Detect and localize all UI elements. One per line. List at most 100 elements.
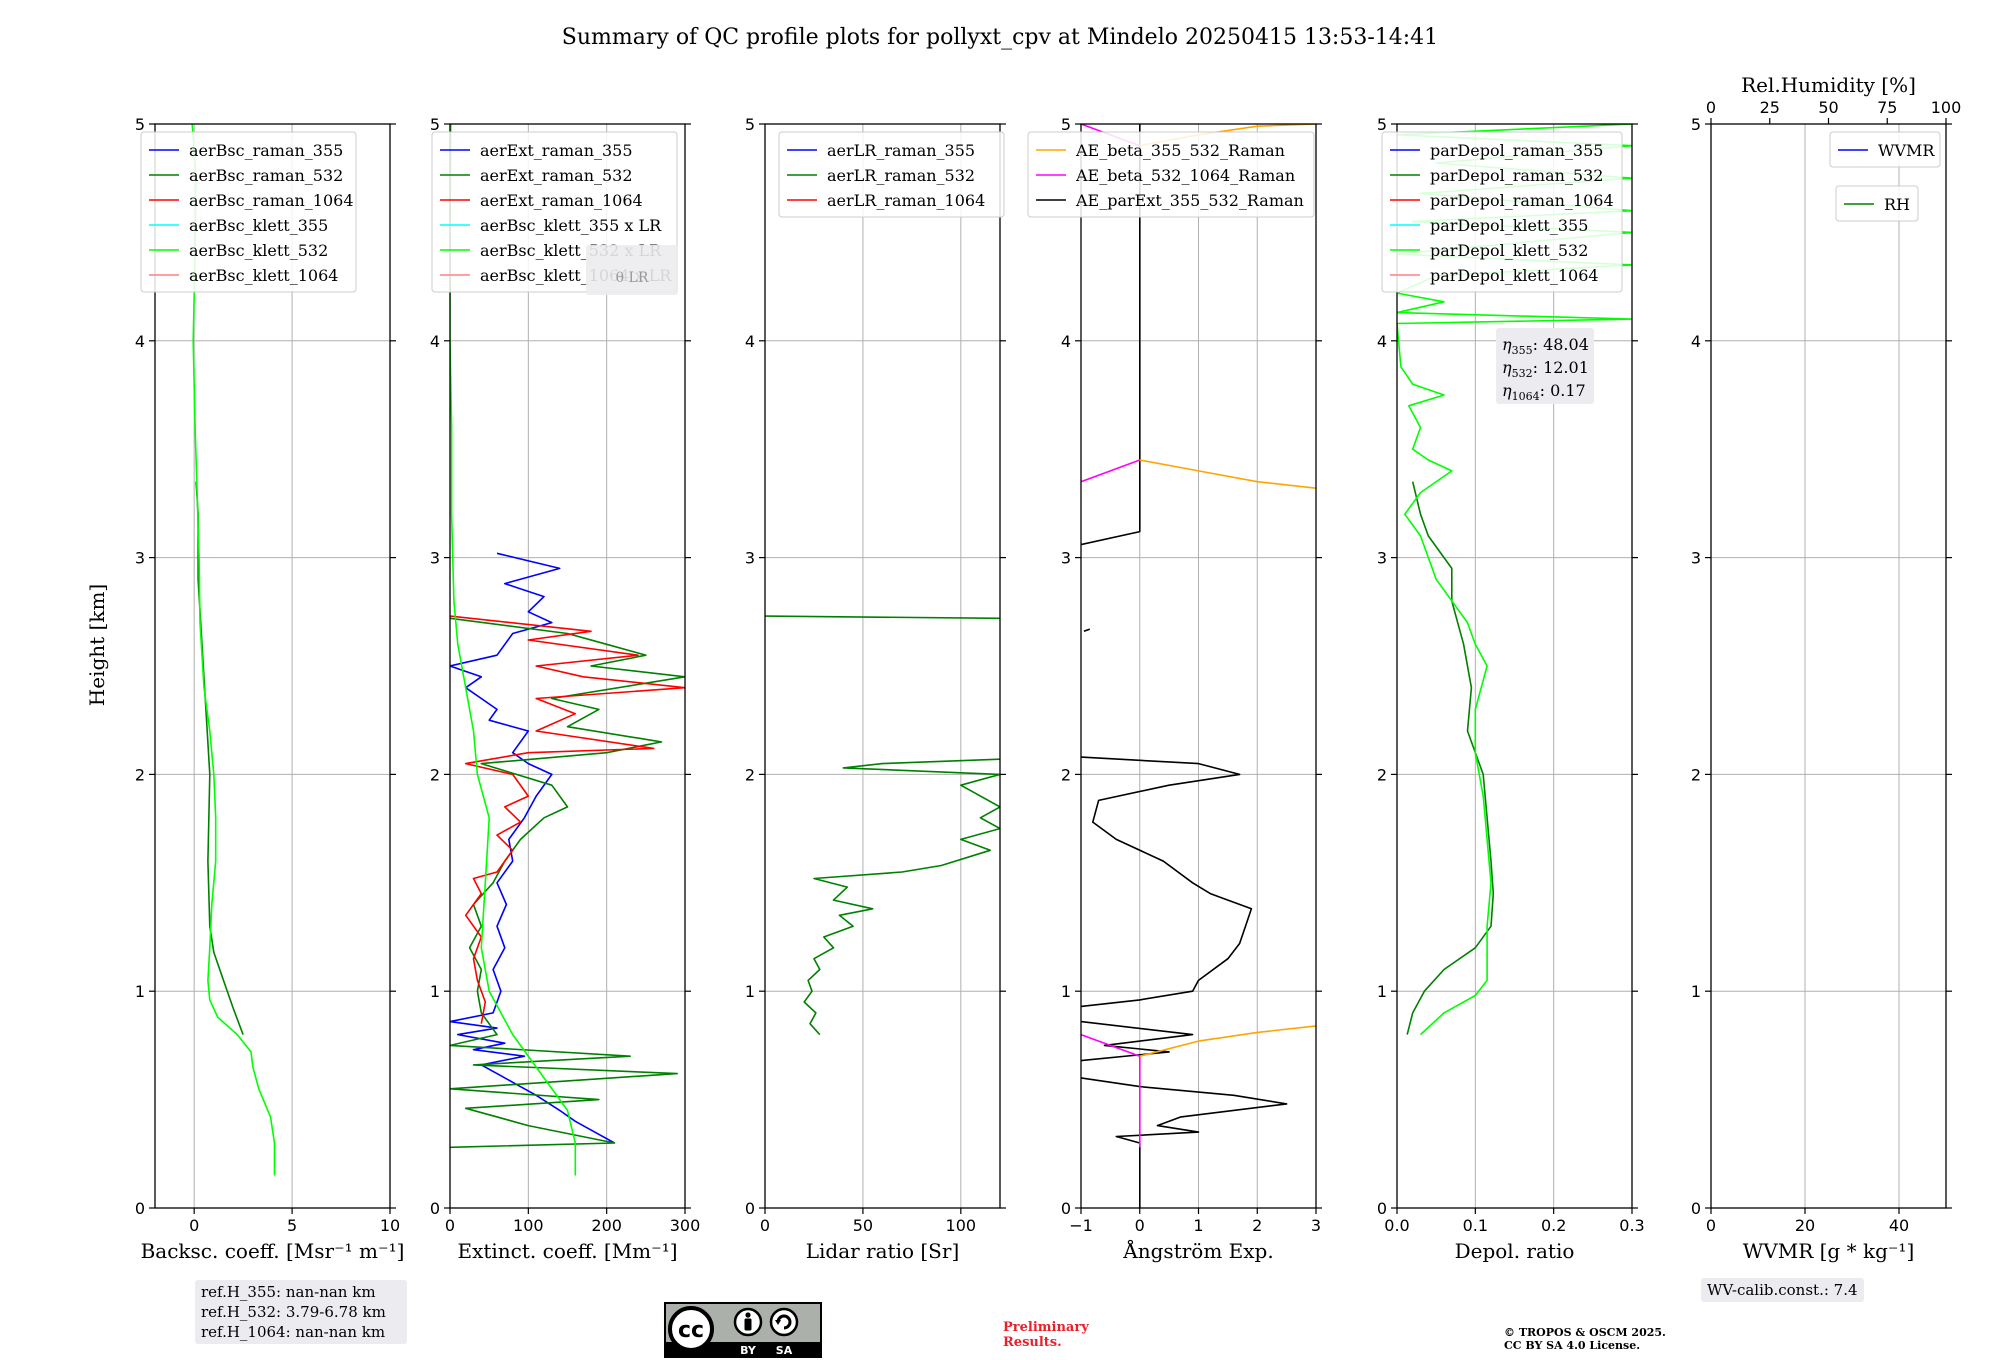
series-line-AE_parExt_355_532_Raman_b bbox=[1081, 1020, 1194, 1062]
y-axis-label: Height [km] bbox=[85, 584, 109, 706]
y-tick-label: 0 bbox=[745, 1199, 755, 1218]
x-axis-label: Backsc. coeff. [Msr⁻¹ m⁻¹] bbox=[141, 1239, 405, 1263]
x-tick-label: 0 bbox=[1135, 1216, 1145, 1235]
series-line-AE_beta_532_1064_Raman_b bbox=[1081, 459, 1141, 483]
license-by-label: BY bbox=[740, 1344, 757, 1357]
x-axis-label: Extinct. coeff. [Mm⁻¹] bbox=[457, 1239, 677, 1263]
y-tick-label: 4 bbox=[1377, 332, 1387, 351]
wv-calibration-constant: WV-calib.const.: 7.4 bbox=[1707, 1281, 1858, 1299]
y-tick-label: 3 bbox=[430, 549, 440, 568]
y-tick-label: 3 bbox=[1691, 549, 1701, 568]
panel-depol: 0.0 0.1 0.2 0.3 0 1 2 3 4 5 Depol. ratio parDepol_r… bbox=[1377, 115, 1645, 1263]
eta-1064: η1064: 0.17 bbox=[1502, 381, 1586, 403]
y-tick-label: 0 bbox=[430, 1199, 440, 1218]
legend-label: aerBsc_raman_1064 bbox=[189, 191, 354, 210]
copyright-note: © TROPOS & OSCM 2025. CC BY SA 4.0 Licen… bbox=[1504, 1326, 1744, 1352]
y-tick-label: 0 bbox=[1691, 1199, 1701, 1218]
series-line-aerExt_raman_1064 bbox=[450, 615, 685, 1024]
y-tick-label: 0 bbox=[1377, 1199, 1387, 1218]
hidden-annotation: θ LR bbox=[616, 270, 649, 286]
y-tick-label: 1 bbox=[135, 982, 145, 1001]
legend-label: aerBsc_raman_532 bbox=[189, 166, 343, 185]
series-line-AE_parExt_355_532_Raman_c bbox=[1081, 756, 1253, 1008]
y-tick-label: 5 bbox=[1061, 115, 1071, 134]
wv-calibration-box: WV-calib.const.: 7.4 bbox=[1701, 1278, 1864, 1302]
x-tick-label: 40 bbox=[1889, 1216, 1909, 1235]
legend-label: parDepol_klett_1064 bbox=[1430, 266, 1599, 285]
legend-label: aerExt_raman_1064 bbox=[480, 191, 643, 210]
ref-height-1064: ref.H_1064: nan-nan km bbox=[201, 1323, 386, 1341]
share-alike-icon bbox=[769, 1307, 799, 1337]
panel-ext: 0 100 200 300 0 1 2 3 4 5 Extinct. coeff. [Mm⁻¹] ae… bbox=[430, 115, 700, 1263]
legend: aerLR_raman_355 aerLR_raman_532 aerLR_rama… bbox=[778, 131, 1005, 218]
y-tick-label: 1 bbox=[1691, 982, 1701, 1001]
series-line-AE_beta_355_532_Raman_b bbox=[1139, 459, 1316, 489]
y-tick-label: 2 bbox=[745, 765, 755, 784]
y-tick-label: 3 bbox=[135, 549, 145, 568]
x-tick-label: 0 bbox=[760, 1216, 770, 1235]
series-line-aerExt_raman_355 bbox=[450, 552, 615, 1144]
y-tick-label: 5 bbox=[135, 115, 145, 134]
y-tick-label: 4 bbox=[135, 332, 145, 351]
x-tick-label: 10 bbox=[380, 1216, 400, 1235]
axes-frame bbox=[449, 123, 686, 1209]
series-line-AE_parExt_355_532_Raman_d bbox=[1081, 124, 1141, 546]
series-line-AE_parExt_355_532_Raman_e bbox=[1083, 628, 1091, 633]
y-tick-label: 1 bbox=[1377, 982, 1387, 1001]
legend-label: aerBsc_klett_355 x LR bbox=[480, 216, 662, 235]
legend-label: RH bbox=[1884, 195, 1910, 214]
legend: WVMR bbox=[1829, 131, 1941, 168]
y-tick-label: 2 bbox=[1377, 765, 1387, 784]
legend-label: aerExt_raman_355 bbox=[480, 141, 633, 160]
ref-height-355: ref.H_355: nan-nan km bbox=[201, 1283, 376, 1301]
axes-frame bbox=[1710, 123, 1947, 1209]
series-line-aerBsc_raman_532 bbox=[195, 481, 244, 1035]
axes-frame bbox=[764, 123, 1001, 1209]
x-axis-label: Ångström Exp. bbox=[1122, 1238, 1273, 1263]
legend-label: aerBsc_klett_1064 bbox=[189, 266, 338, 285]
x-tick-label: −1 bbox=[1069, 1216, 1093, 1235]
figure-title: Summary of QC profile plots for pollyxt_… bbox=[562, 25, 1438, 50]
y-tick-label: 2 bbox=[1691, 765, 1701, 784]
top-tick-label: 75 bbox=[1877, 98, 1897, 117]
y-tick-label: 0 bbox=[135, 1199, 145, 1218]
x-tick-label: 200 bbox=[591, 1216, 622, 1235]
panel-wv: 0 20 40 0 1 2 3 4 5 WVMR [g * kg⁻¹] 0 25 50 75 100 Rel.… bbox=[1691, 73, 1961, 1263]
series-line-aerLR_raman_532_upper bbox=[765, 615, 1000, 620]
eta-532: η532: 12.01 bbox=[1502, 358, 1589, 380]
x-tick-label: 100 bbox=[513, 1216, 544, 1235]
legend: RH bbox=[1835, 185, 1919, 222]
x-tick-label: 1 bbox=[1193, 1216, 1203, 1235]
cc-logo-icon bbox=[668, 1306, 714, 1352]
legend-label: AE_beta_532_1064_Raman bbox=[1075, 166, 1295, 185]
legend-label: parDepol_klett_532 bbox=[1430, 241, 1588, 260]
series-line-aerBsc_klett_532 bbox=[191, 124, 276, 1176]
series-line-AE_beta_532_1064_Raman bbox=[1081, 1033, 1141, 1148]
legend-label: parDepol_raman_532 bbox=[1430, 166, 1603, 185]
top-tick-label: 100 bbox=[1931, 98, 1962, 117]
legend: aerBsc_raman_355 aerBsc_raman_532 aerBsc_r… bbox=[140, 131, 357, 293]
series-line-AE_parExt_355_532_Raman bbox=[1081, 1077, 1288, 1208]
preliminary-line-1: Preliminary bbox=[1003, 1320, 1089, 1335]
x-tick-label: 0.3 bbox=[1619, 1216, 1644, 1235]
ref-height-532: ref.H_532: 3.79-6.78 km bbox=[201, 1303, 386, 1321]
cc-logo-text: cc bbox=[678, 1318, 704, 1343]
legend-label: aerLR_raman_532 bbox=[827, 166, 975, 185]
y-tick-label: 1 bbox=[430, 982, 440, 1001]
series-line-parDepol_raman_532 bbox=[1406, 481, 1495, 1035]
x-tick-label: 0 bbox=[1706, 1216, 1716, 1235]
legend-label: WVMR bbox=[1878, 141, 1935, 160]
series-line-aerExt_raman_532 bbox=[450, 617, 685, 1149]
y-tick-label: 4 bbox=[1691, 332, 1701, 351]
legend-label: parDepol_raman_355 bbox=[1430, 141, 1603, 160]
y-tick-label: 3 bbox=[745, 549, 755, 568]
y-tick-label: 5 bbox=[430, 115, 440, 134]
x-tick-label: 3 bbox=[1311, 1216, 1321, 1235]
x-tick-label: 5 bbox=[287, 1216, 297, 1235]
axes-frame bbox=[1396, 123, 1633, 1209]
x-axis-label: WVMR [g * kg⁻¹] bbox=[1743, 1239, 1915, 1263]
legend-label: aerLR_raman_355 bbox=[827, 141, 975, 160]
